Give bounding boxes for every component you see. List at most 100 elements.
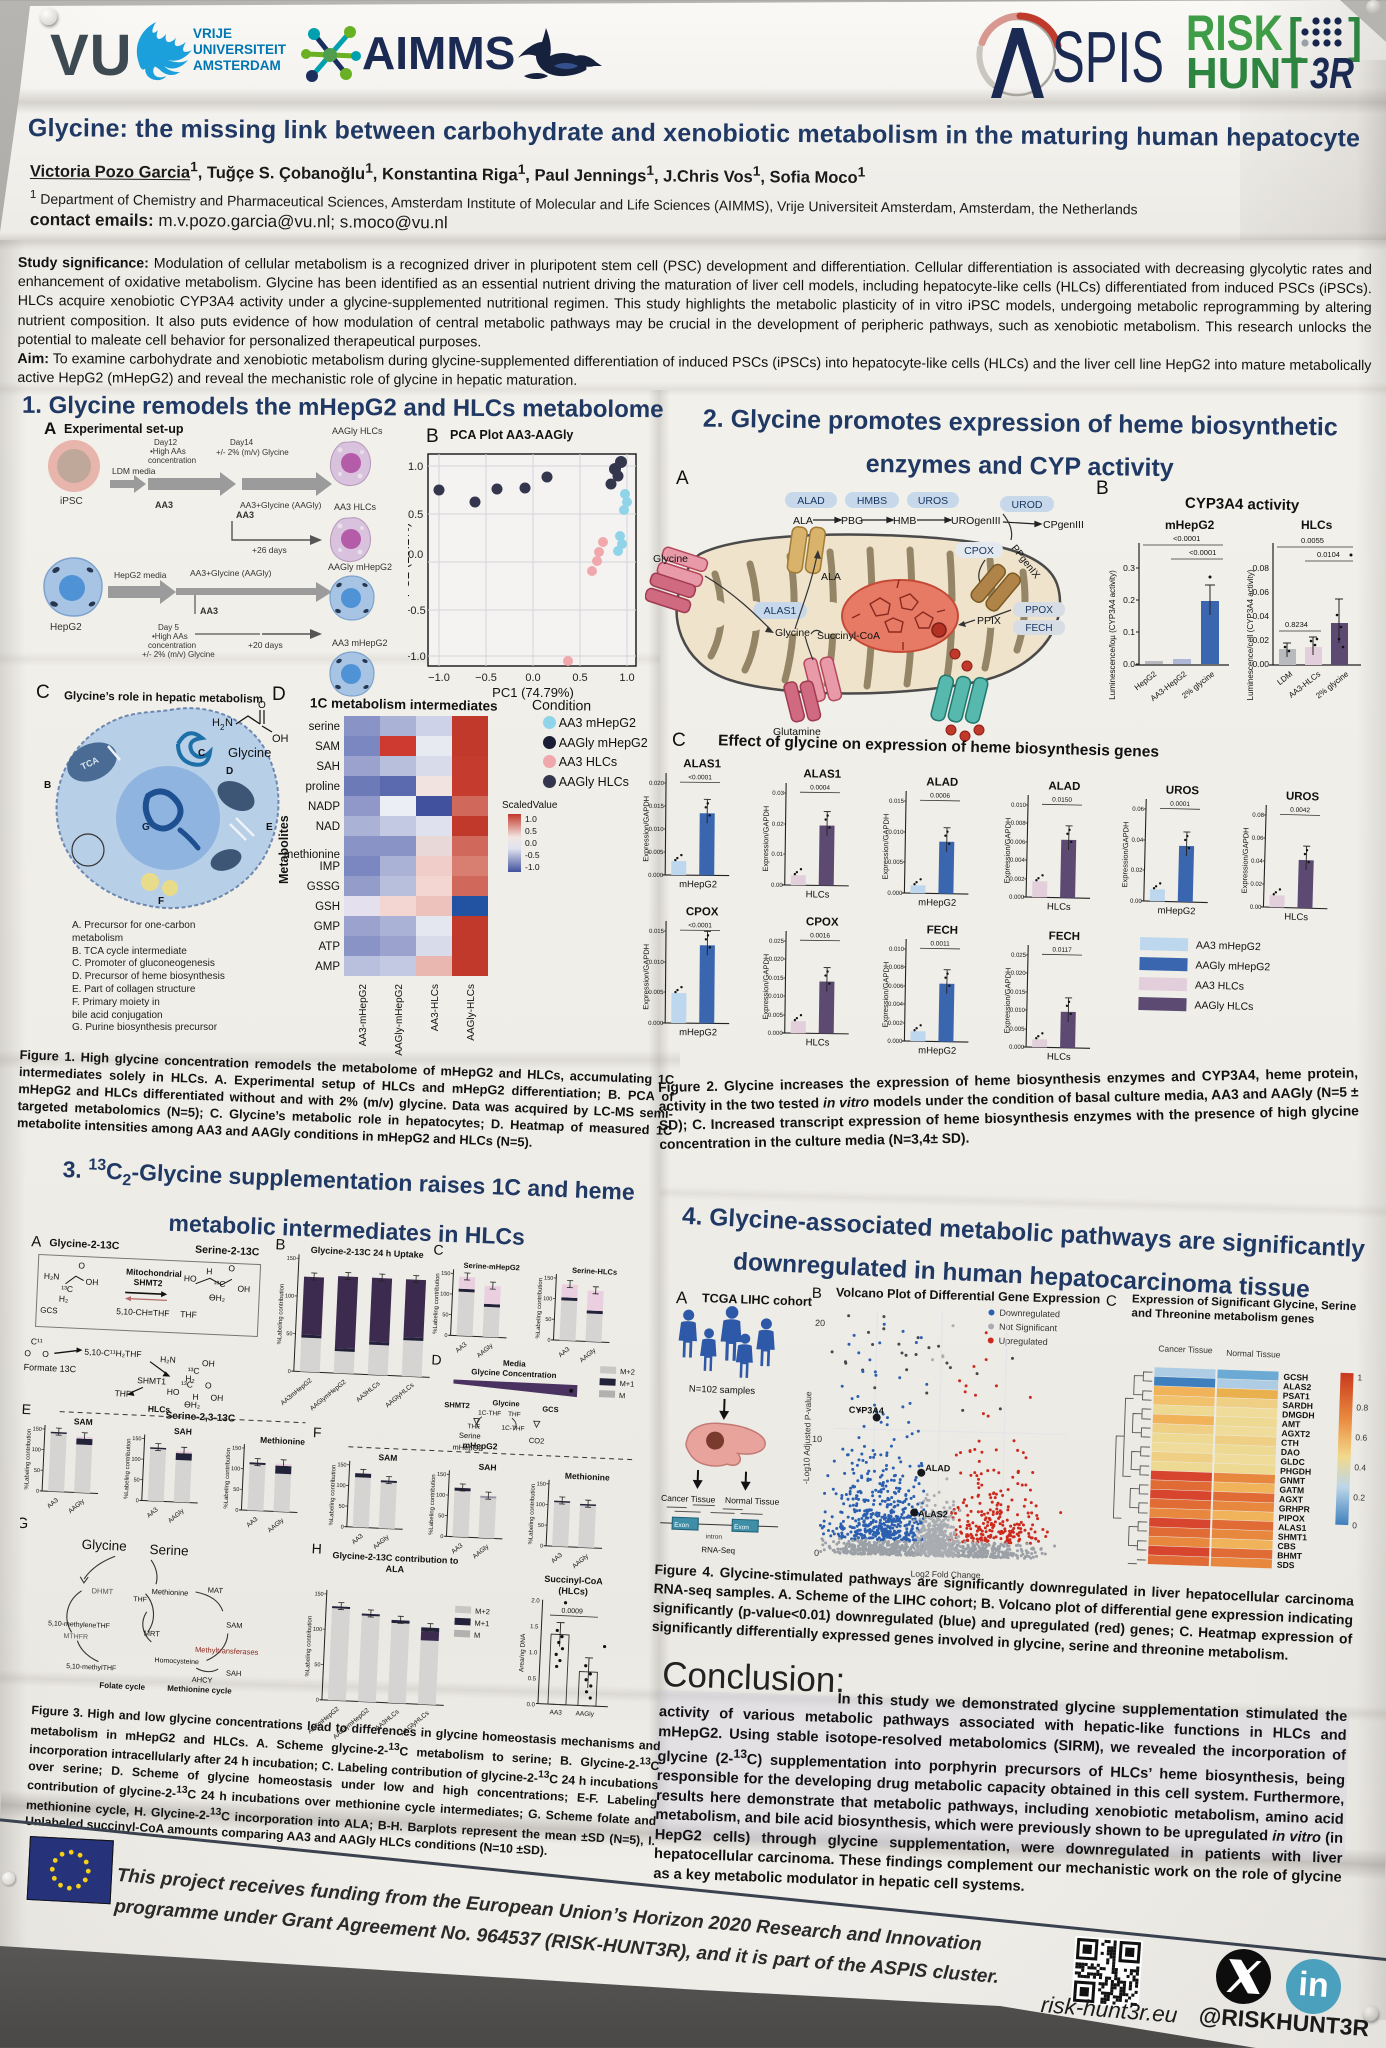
svg-text:CBS: CBS	[1277, 1541, 1296, 1552]
svg-text:100: 100	[436, 1492, 445, 1498]
svg-text:0.2: 0.2	[1123, 595, 1135, 605]
svg-text:GSSG: GSSG	[307, 881, 340, 893]
svg-text:PPIX: PPIX	[977, 615, 1001, 627]
svg-text:AA3: AA3	[245, 1516, 259, 1529]
svg-text:-0.5: -0.5	[525, 850, 540, 860]
svg-text:HUNT: HUNT	[1186, 49, 1308, 92]
svg-text:150: 150	[544, 1275, 553, 1281]
svg-text:150: 150	[337, 1462, 346, 1468]
svg-text:0.010: 0.010	[649, 827, 665, 833]
svg-text:Methionine: Methionine	[260, 1435, 306, 1447]
svg-text:0.005: 0.005	[768, 1013, 784, 1019]
svg-text:50: 50	[442, 1312, 448, 1318]
svg-text:Methionine: Methionine	[151, 1587, 188, 1598]
svg-text:0.020: 0.020	[769, 957, 785, 963]
svg-text:Expression/GAPDH: Expression/GAPDH	[881, 962, 891, 1028]
svg-text:5,10-CH≡THF: 5,10-CH≡THF	[116, 1306, 170, 1318]
svg-text:THF: THF	[180, 1309, 197, 1320]
svg-text:0.000: 0.000	[768, 1031, 784, 1037]
svg-text:-Log10 Adjusted P-value: -Log10 Adjusted P-value	[801, 1391, 813, 1484]
svg-text:0.0: 0.0	[526, 1702, 535, 1708]
svg-text:0: 0	[814, 1548, 819, 1558]
svg-text:AMT: AMT	[1282, 1419, 1302, 1430]
svg-text:20: 20	[815, 1318, 825, 1328]
svg-text:GLDC: GLDC	[1280, 1456, 1305, 1467]
svg-text:Serine-HLCs: Serine-HLCs	[572, 1266, 617, 1277]
svg-text:Expression/GAPDH: Expression/GAPDH	[1120, 821, 1131, 887]
svg-text:HepG2: HepG2	[50, 622, 82, 633]
svg-text:GSH: GSH	[315, 901, 340, 913]
svg-text:0.4: 0.4	[1354, 1462, 1366, 1472]
svg-text:150: 150	[537, 1481, 546, 1487]
svg-text:Expression/GAPDH: Expression/GAPDH	[881, 814, 891, 880]
svg-text:%Labeling contribution: %Labeling contribution	[536, 1278, 545, 1339]
svg-text:0.8: 0.8	[1356, 1402, 1368, 1412]
svg-text:O: O	[24, 1348, 31, 1358]
svg-text:GATM: GATM	[1279, 1484, 1304, 1495]
svg-text:Folate cycle: Folate cycle	[99, 1681, 146, 1692]
svg-text:HepG2 media: HepG2 media	[114, 570, 167, 580]
svg-text:0.02: 0.02	[1250, 882, 1263, 888]
svg-text:GRHPR: GRHPR	[1279, 1503, 1311, 1514]
svg-text:1.5: 1.5	[530, 1624, 539, 1630]
svg-text:%Labeling contribution: %Labeling contribution	[124, 1438, 133, 1499]
svg-text:50: 50	[438, 1513, 444, 1519]
svg-text:C: C	[1106, 1293, 1118, 1310]
svg-text:0.02: 0.02	[772, 822, 784, 828]
svg-text:CPOX: CPOX	[806, 916, 839, 928]
svg-text:AAGly-mHepG2: AAGly-mHepG2	[394, 984, 405, 1056]
svg-text:Succinyl-CoA: Succinyl-CoA	[544, 1574, 603, 1587]
svg-text:GMP: GMP	[314, 921, 341, 933]
svg-text:Succinyl-CoA: Succinyl-CoA	[817, 630, 880, 642]
svg-text:0.006: 0.006	[888, 984, 904, 990]
svg-text:AGXT2: AGXT2	[1281, 1428, 1310, 1439]
svg-text:AA3: AA3	[46, 1497, 60, 1510]
svg-text:H₂: H₂	[185, 1373, 195, 1383]
svg-text:150: 150	[314, 1591, 323, 1597]
svg-text:MAT: MAT	[208, 1586, 224, 1596]
svg-text:AAGly: AAGly	[476, 1342, 495, 1360]
svg-text:SAH: SAH	[174, 1426, 192, 1437]
svg-text:10: 10	[812, 1434, 822, 1444]
svg-text:%Labeling contribution: %Labeling contribution	[305, 1616, 314, 1677]
svg-text:0.0016: 0.0016	[810, 932, 830, 939]
svg-text:150: 150	[232, 1445, 241, 1451]
svg-text:H: H	[192, 1392, 199, 1402]
svg-text:¹³C: ¹³C	[61, 1284, 73, 1295]
svg-text:ӨH₂: ӨH₂	[209, 1292, 225, 1303]
svg-text:Mitochondrial: Mitochondrial	[126, 1267, 182, 1280]
svg-text:AAGlymHepG2: AAGlymHepG2	[309, 1378, 348, 1412]
svg-text:Experimental set-up: Experimental set-up	[64, 422, 184, 436]
svg-text:¹³C: ¹³C	[187, 1365, 199, 1376]
svg-text:ATP: ATP	[318, 941, 340, 953]
svg-text:ALAS1: ALAS1	[1278, 1522, 1307, 1533]
svg-text:0: 0	[235, 1508, 238, 1514]
svg-text:MRT: MRT	[144, 1629, 161, 1639]
svg-text:Methyltransferases: Methyltransferases	[195, 1645, 259, 1657]
svg-text:Cancer Tissue: Cancer Tissue	[661, 1493, 716, 1505]
svg-text:F: F	[313, 1424, 322, 1440]
svg-text:AA3 mHepG2: AA3 mHepG2	[332, 638, 388, 648]
svg-text:]: ]	[1348, 10, 1362, 63]
svg-text:AA3: AA3	[454, 1341, 468, 1354]
svg-text:O: O	[205, 1380, 212, 1390]
svg-text:0.03: 0.03	[772, 791, 784, 797]
svg-text:NADP: NADP	[308, 801, 340, 813]
svg-text:0.0: 0.0	[1123, 659, 1135, 669]
svg-text:100: 100	[336, 1483, 345, 1489]
svg-text:IMP: IMP	[320, 861, 341, 873]
svg-text:50: 50	[233, 1487, 239, 1493]
svg-text:AA3 mHepG2: AA3 mHepG2	[1196, 939, 1261, 953]
svg-text:Serine-2-13C: Serine-2-13C	[195, 1244, 260, 1259]
svg-text:•High AAs: •High AAs	[152, 632, 188, 641]
svg-text:O: O	[258, 700, 266, 711]
svg-text:Expression/GAPDH: Expression/GAPDH	[761, 806, 771, 872]
svg-text:Volcano Plot of Differential G: Volcano Plot of Differential Gene Expres…	[836, 1285, 1101, 1306]
svg-text:RISK: RISK	[1186, 8, 1283, 61]
svg-text:FECH: FECH	[1049, 930, 1081, 943]
svg-text:mHepG2: mHepG2	[1165, 518, 1215, 532]
svg-text:ӨH₂: ӨH₂	[184, 1399, 200, 1410]
svg-text:<0.0001: <0.0001	[1189, 548, 1216, 557]
svg-text:0.004: 0.004	[1010, 858, 1026, 864]
svg-text:0.5: 0.5	[528, 1676, 537, 1682]
